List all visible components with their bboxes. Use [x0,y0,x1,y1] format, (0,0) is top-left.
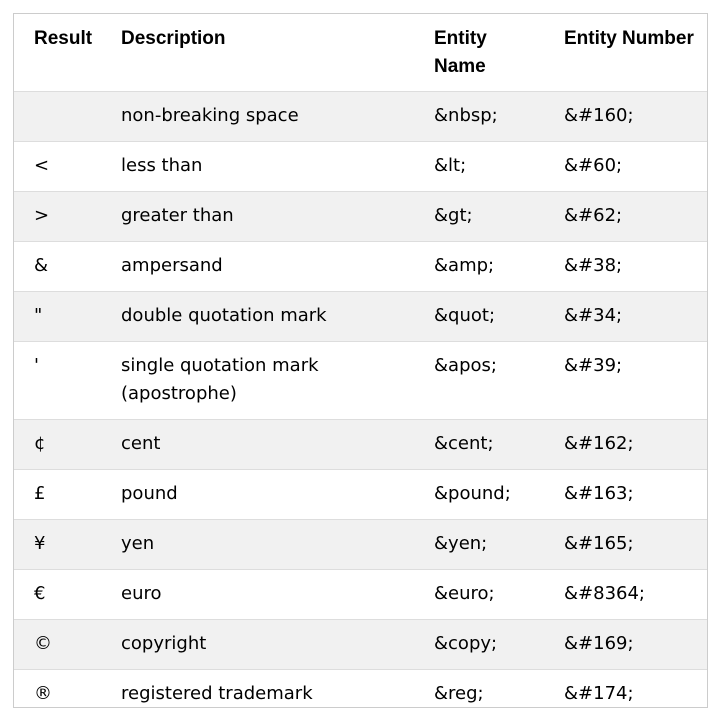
cell-entity-number: &#60; [546,141,707,192]
header-result: Result [14,14,102,92]
cell-entity-name: &copy; [414,619,546,670]
cell-entity-name: &cent; [414,419,546,470]
cell-description: less than [102,141,414,192]
header-entity-name: Entity Name [414,14,546,92]
cell-entity-number: &#160; [546,91,707,142]
table-row: " double quotation mark &quot; &#34; [14,291,707,342]
cell-entity-name: &lt; [414,141,546,192]
cell-description: yen [102,519,414,570]
cell-entity-name: &reg; [414,669,546,707]
cell-entity-number: &#38; [546,241,707,292]
cell-description: greater than [102,191,414,242]
table-row: ® registered trademark &reg; &#174; [14,669,707,707]
cell-entity-number: &#34; [546,291,707,342]
table-row: < less than &lt; &#60; [14,141,707,192]
cell-entity-number: &#39; [546,341,707,420]
header-description: Description [102,14,414,92]
cell-description: non-breaking space [102,91,414,142]
cell-description: ampersand [102,241,414,292]
table-row: non-breaking space &nbsp; &#160; [14,91,707,142]
cell-entity-name: &euro; [414,569,546,620]
cell-result: > [14,191,102,242]
header-entity-number: Entity Number [546,14,707,92]
table-row: & ampersand &amp; &#38; [14,241,707,292]
table-row: © copyright &copy; &#169; [14,619,707,670]
cell-result: € [14,569,102,620]
cell-entity-name: &amp; [414,241,546,292]
cell-entity-number: &#162; [546,419,707,470]
cell-result: ® [14,669,102,707]
cell-description: double quotation mark [102,291,414,342]
cell-description: cent [102,419,414,470]
header-row: Result Description Entity Name Entity Nu… [14,14,707,92]
cell-description: copyright [102,619,414,670]
table-row: £ pound &pound; &#163; [14,469,707,520]
cell-result: ¥ [14,519,102,570]
cell-result: < [14,141,102,192]
cell-result: " [14,291,102,342]
cell-description: single quotation mark (apostrophe) [102,341,414,420]
cell-entity-number: &#62; [546,191,707,242]
cell-entity-name: &apos; [414,341,546,420]
cell-entity-name: &gt; [414,191,546,242]
cell-entity-number: &#163; [546,469,707,520]
table-row: ' single quotation mark (apostrophe) &apos… [14,341,707,420]
cell-entity-number: &#8364; [546,569,707,620]
table-row: > greater than &gt; &#62; [14,191,707,242]
html-entities-table: Result Description Entity Name Entity Nu… [14,14,707,707]
table-body: non-breaking space &nbsp; &#160; < less than… [14,91,707,707]
cell-result: & [14,241,102,292]
cell-entity-name: &quot; [414,291,546,342]
table-row: ¢ cent &cent; &#162; [14,419,707,470]
table-row: € euro &euro; &#8364; [14,569,707,620]
cell-description: registered trademark [102,669,414,707]
cell-entity-number: &#169; [546,619,707,670]
cell-result: ¢ [14,419,102,470]
entities-table-container: Result Description Entity Name Entity Nu… [13,13,708,708]
cell-entity-name: &yen; [414,519,546,570]
cell-entity-name: &pound; [414,469,546,520]
cell-result: £ [14,469,102,520]
cell-result [14,91,102,142]
cell-entity-name: &nbsp; [414,91,546,142]
cell-result: © [14,619,102,670]
cell-description: euro [102,569,414,620]
cell-entity-number: &#174; [546,669,707,707]
cell-description: pound [102,469,414,520]
cell-result: ' [14,341,102,420]
table-header: Result Description Entity Name Entity Nu… [14,14,707,92]
cell-entity-number: &#165; [546,519,707,570]
table-row: ¥ yen &yen; &#165; [14,519,707,570]
